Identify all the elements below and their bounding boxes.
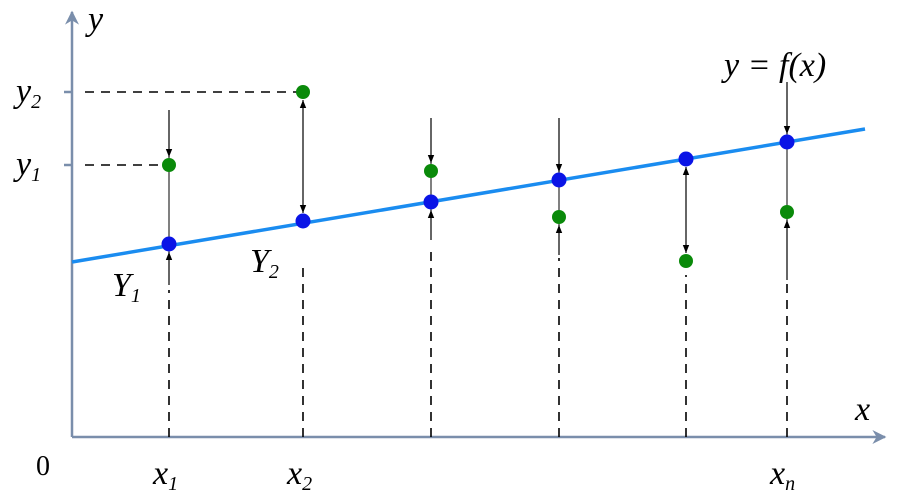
point-label: Y2 xyxy=(250,243,279,283)
fit-line xyxy=(71,127,866,264)
x-axis-label: x xyxy=(854,391,870,428)
label-part: x xyxy=(286,455,302,492)
x-label: x1 xyxy=(152,455,178,495)
label-part: Y xyxy=(250,243,272,280)
residual-arrows xyxy=(165,82,791,285)
y-axis-label: y xyxy=(85,1,104,38)
label-part: x xyxy=(152,455,168,492)
y-label: y2 xyxy=(13,73,41,113)
label-part: y xyxy=(13,73,32,110)
y-label: y1 xyxy=(13,146,41,186)
x-label: x2 xyxy=(286,455,312,495)
label-part: 1 xyxy=(168,473,178,495)
label-part: 2 xyxy=(31,91,41,113)
label-part: Y xyxy=(112,267,134,304)
fitted-points xyxy=(161,134,795,252)
observed-points xyxy=(162,85,794,268)
label-part: 2 xyxy=(302,473,312,495)
label-part: 1 xyxy=(131,285,141,307)
x-label: xn xyxy=(769,455,795,495)
guides xyxy=(85,91,788,437)
label-part: n xyxy=(785,473,795,495)
label-part: 2 xyxy=(269,261,279,283)
origin-label: 0 xyxy=(36,451,50,482)
curve-label: y = f(x) xyxy=(721,47,826,84)
label-part: 1 xyxy=(31,164,41,186)
label-part: x xyxy=(769,455,785,492)
label-part: y xyxy=(13,146,32,183)
point-label: Y1 xyxy=(112,267,141,307)
